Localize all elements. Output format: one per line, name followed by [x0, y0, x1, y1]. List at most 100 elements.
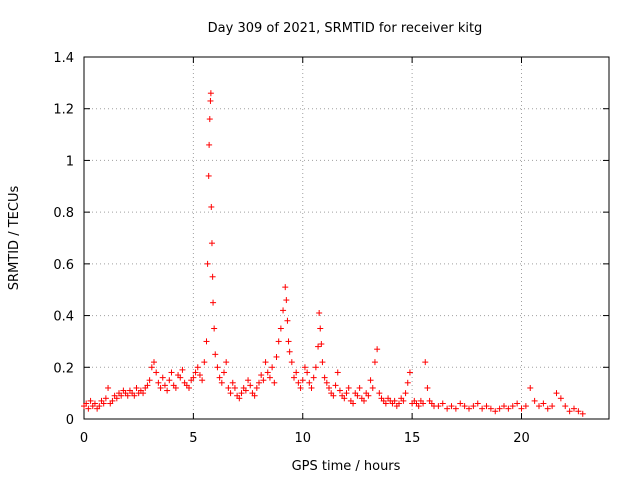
data-point [540, 400, 547, 407]
x-tick-label: 0 [80, 431, 88, 446]
data-point [148, 364, 155, 371]
y-tick-label: 1 [66, 154, 74, 169]
data-point [531, 397, 538, 404]
data-point [83, 400, 90, 407]
data-point [140, 390, 147, 397]
data-point [209, 273, 216, 280]
plot-frame [83, 56, 610, 420]
data-point [227, 390, 234, 397]
data-point [256, 379, 262, 386]
data-point [509, 403, 516, 410]
data-point [374, 346, 381, 353]
data-point [334, 369, 341, 376]
data-point [505, 405, 512, 412]
data-point [308, 384, 315, 391]
data-point [501, 403, 507, 410]
data-point [236, 395, 243, 402]
data-point [557, 395, 564, 402]
data-point [579, 410, 586, 417]
data-point [316, 309, 323, 316]
data-point [571, 405, 577, 412]
x-tick-label: 20 [513, 431, 530, 446]
data-point [415, 403, 422, 410]
data-point [297, 384, 304, 391]
data-point [131, 392, 138, 399]
data-point [422, 359, 429, 366]
data-point [124, 392, 131, 399]
data-point [575, 408, 582, 415]
data-point [448, 403, 455, 410]
data-point [365, 392, 372, 399]
data-point [371, 359, 378, 366]
data-point [566, 408, 573, 415]
data-point [319, 359, 326, 366]
data-point [277, 325, 284, 332]
y-tick-label: 0 [66, 413, 74, 428]
data-point [286, 348, 293, 355]
x-tick-label: 5 [189, 431, 197, 446]
data-point [157, 384, 164, 391]
chart-title: Day 309 of 2021, SRMTID for receiver kit… [208, 21, 483, 36]
data-point [435, 403, 442, 410]
data-point [315, 343, 322, 350]
data-point [470, 403, 477, 410]
data-point [553, 390, 560, 397]
data-point [210, 299, 217, 306]
data-point [354, 392, 361, 399]
data-point [367, 377, 374, 384]
data-point [461, 403, 468, 410]
data-point [192, 369, 199, 376]
data-point [113, 395, 120, 402]
data-point [466, 405, 472, 412]
data-point [549, 403, 556, 410]
data-point [269, 364, 276, 371]
data-point [282, 284, 289, 291]
data-points [81, 90, 586, 417]
data-point [518, 405, 525, 412]
data-point [332, 382, 339, 389]
data-point [376, 390, 383, 397]
data-point [295, 379, 302, 386]
data-point [245, 377, 252, 384]
data-point [151, 359, 157, 366]
data-point [229, 379, 236, 386]
data-point [350, 400, 357, 407]
data-point [177, 374, 184, 381]
data-point [85, 405, 92, 412]
data-point [382, 400, 389, 407]
data-point [280, 307, 287, 314]
data-point [161, 382, 168, 389]
y-tick-label: 0.6 [53, 258, 74, 273]
data-point [273, 353, 280, 360]
data-point [155, 379, 162, 386]
x-axis-label: GPS time / hours [292, 459, 401, 474]
data-point [321, 374, 328, 381]
data-point [105, 384, 112, 391]
data-point [211, 325, 218, 332]
data-point [439, 400, 446, 407]
data-point [336, 387, 343, 394]
data-point [212, 351, 219, 358]
y-axis-label: SRMTID / TECUs [7, 186, 22, 291]
data-point [190, 374, 197, 381]
data-point [205, 172, 212, 179]
data-point [118, 392, 125, 399]
data-point [479, 405, 486, 412]
data-point [206, 141, 213, 148]
data-point [238, 390, 245, 397]
data-point [323, 379, 330, 386]
x-tick-label: 15 [404, 431, 421, 446]
data-point [225, 384, 232, 391]
data-point [420, 400, 427, 407]
data-point [317, 325, 324, 332]
data-point [299, 377, 306, 384]
data-point [218, 379, 225, 386]
data-point [253, 384, 260, 391]
data-point [391, 397, 398, 404]
gridlines [84, 57, 609, 419]
data-point [179, 366, 186, 373]
data-point [369, 384, 376, 391]
data-point [264, 369, 271, 376]
